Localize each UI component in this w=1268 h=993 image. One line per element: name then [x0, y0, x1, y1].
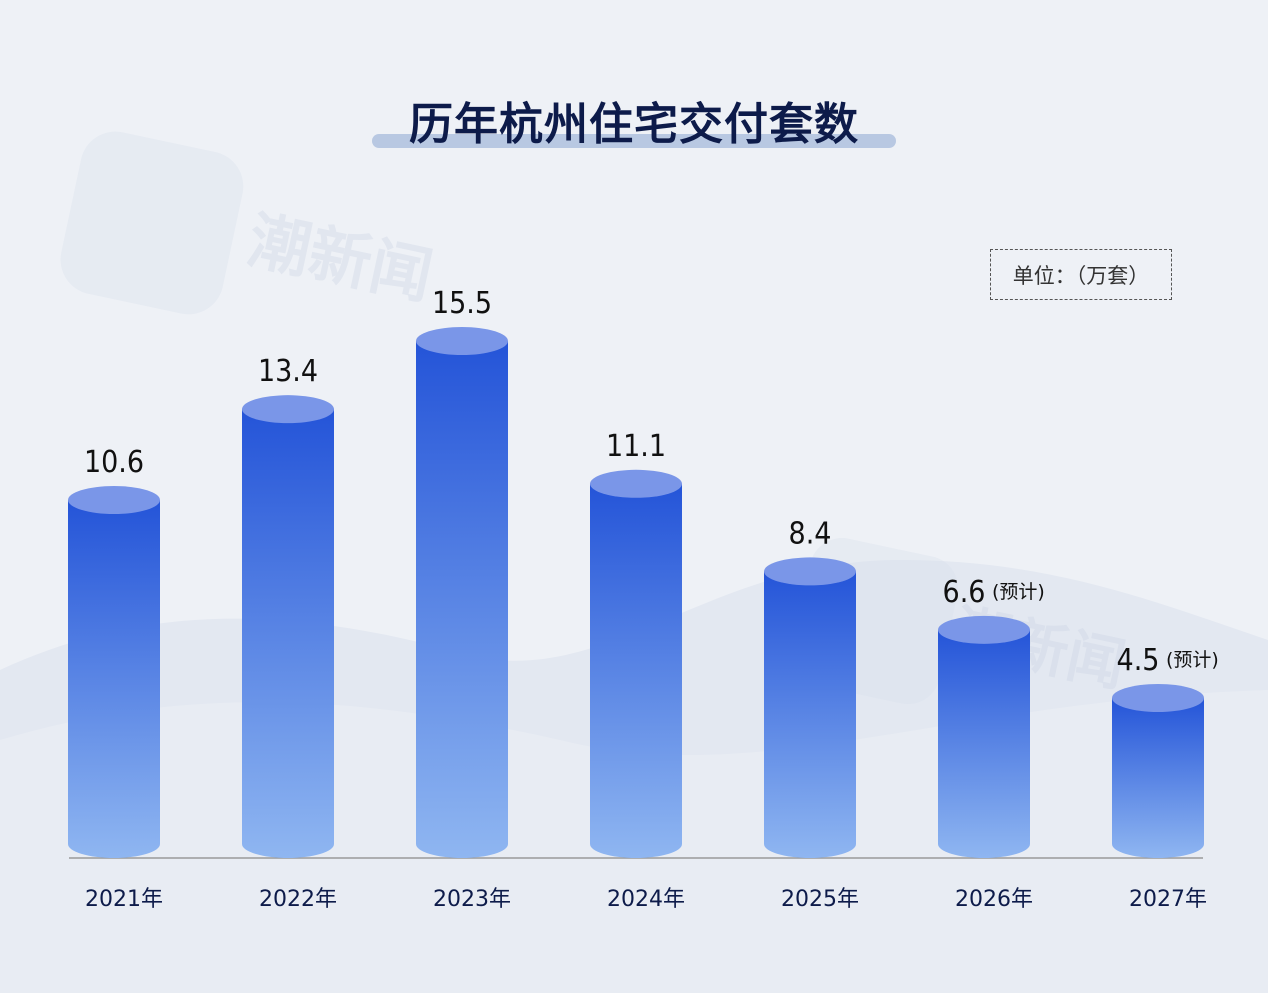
- bar: [938, 629, 1030, 858]
- bar: [590, 483, 682, 858]
- bar: [242, 409, 334, 858]
- bar: [1112, 697, 1204, 858]
- data-label: 10.6: [84, 445, 144, 480]
- bar-cap: [590, 469, 682, 498]
- data-label: 15.5: [432, 286, 492, 321]
- data-label: 13.4: [258, 354, 318, 389]
- chart-title: 历年杭州住宅交付套数: [409, 99, 859, 150]
- bar-cap: [764, 557, 856, 586]
- bar: [68, 500, 160, 858]
- x-tick-label: 2023年: [433, 887, 511, 912]
- bar-cap: [242, 395, 334, 424]
- bar-cap: [416, 327, 508, 356]
- title-underline: [372, 134, 896, 148]
- x-tick-label: 2026年: [955, 887, 1033, 912]
- data-label: 8.4: [789, 516, 832, 551]
- x-tick-label: 2025年: [781, 887, 859, 912]
- bar: [416, 341, 508, 858]
- x-tick-label: 2027年: [1129, 887, 1207, 912]
- bar-cap: [938, 615, 1030, 644]
- data-label: 6.6: [943, 575, 986, 610]
- x-tick-label: 2021年: [85, 887, 163, 912]
- data-label: 11.1: [606, 429, 666, 464]
- x-tick-label: 2024年: [607, 887, 685, 912]
- data-label: 4.5: [1117, 643, 1160, 678]
- bar-cap: [68, 486, 160, 515]
- bar: [764, 571, 856, 858]
- bar-cap: [1112, 683, 1204, 712]
- unit-label-box: 单位：（万套）: [990, 249, 1172, 300]
- forecast-annotation: (预计): [1166, 649, 1219, 671]
- forecast-annotation: (预计): [992, 581, 1045, 603]
- x-tick-label: 2022年: [259, 887, 337, 912]
